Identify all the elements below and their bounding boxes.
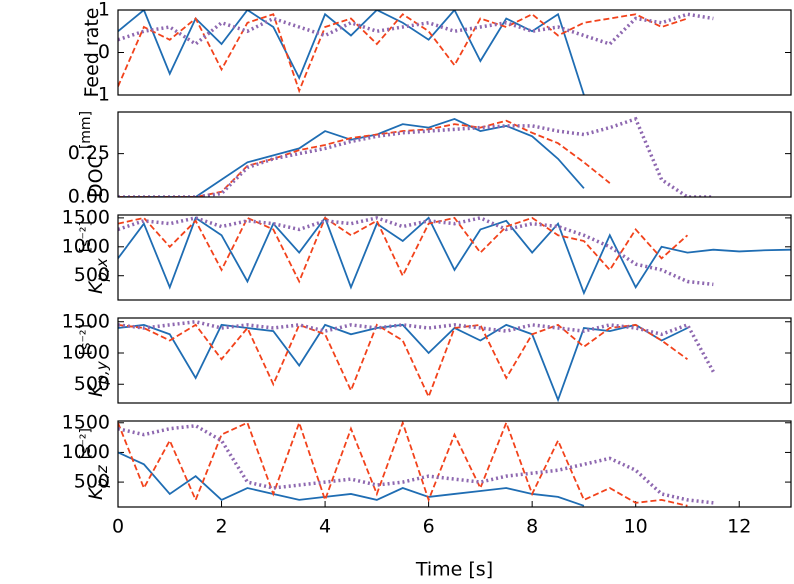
x-tick-label: 12 [727, 516, 751, 538]
y-tick-label: 1 [98, 0, 110, 21]
series-line [118, 216, 714, 287]
series-line [118, 323, 688, 400]
y-label-sub: p,z [93, 464, 111, 488]
y-label-main: K [85, 280, 107, 294]
series-line [118, 319, 715, 373]
x-tick-label: 4 [319, 516, 331, 538]
y-tick-label: 1500 [62, 206, 110, 228]
y-tick-label: 1500 [62, 310, 110, 332]
y-tick-label: −1 [82, 84, 110, 106]
y-tick-label: 1000 [62, 342, 110, 364]
y-axis-label: Feed rate [81, 8, 103, 98]
series-line [118, 216, 689, 284]
y-tick-label: 500 [74, 373, 110, 395]
series-line [118, 451, 585, 507]
x-tick-label: 6 [423, 516, 435, 538]
plot-frame [117, 111, 792, 198]
series-line [118, 423, 714, 505]
plot-frame [117, 214, 792, 301]
y-label-main: K [85, 383, 107, 397]
y-label-sub: p,y [93, 360, 111, 385]
y-axis-label: Kp,y [s⁻²] [78, 324, 111, 397]
series-line [118, 117, 585, 197]
x-tick-label: 0 [112, 516, 124, 538]
series-line [118, 119, 611, 197]
y-label-unit: [s⁻²] [78, 324, 94, 355]
y-tick-label: 0 [98, 41, 110, 63]
y-label-main: K [85, 486, 107, 500]
series-line [118, 116, 714, 197]
y-label-main: DOC [85, 155, 107, 198]
y-label-unit: [s⁻²] [78, 428, 94, 459]
y-tick-label: 500 [74, 264, 110, 286]
plot-frame [117, 9, 792, 96]
y-label-sub: p,x [93, 258, 111, 282]
series-line [118, 13, 688, 94]
series-line [118, 323, 688, 403]
y-label-unit: [mm] [78, 111, 94, 149]
y-tick-label: 0.25 [68, 142, 110, 164]
x-tick-label: 10 [624, 516, 648, 538]
y-axis-label: DOC [mm] [78, 111, 107, 198]
x-axis-label: Time [s] [415, 559, 493, 581]
plot-frame [117, 317, 792, 404]
y-tick-label: 1000 [62, 235, 110, 257]
y-tick-label: 0.00 [68, 186, 110, 208]
y-tick-label: 1500 [62, 411, 110, 433]
series-line [118, 12, 714, 47]
y-axis-label: Kp,x [s⁻²] [78, 221, 111, 294]
y-tick-label: 500 [74, 471, 110, 493]
plot-frame [117, 420, 792, 508]
y-axis-label: Kp,z [s⁻²] [78, 428, 111, 500]
y-tick-label: 1000 [62, 441, 110, 463]
y-label-main: Feed rate [81, 8, 103, 98]
series-line [118, 421, 688, 507]
y-label-unit: [s⁻²] [78, 221, 94, 252]
x-tick-label: 2 [215, 516, 227, 538]
series-line [118, 216, 791, 296]
x-tick-label: 8 [526, 516, 538, 538]
